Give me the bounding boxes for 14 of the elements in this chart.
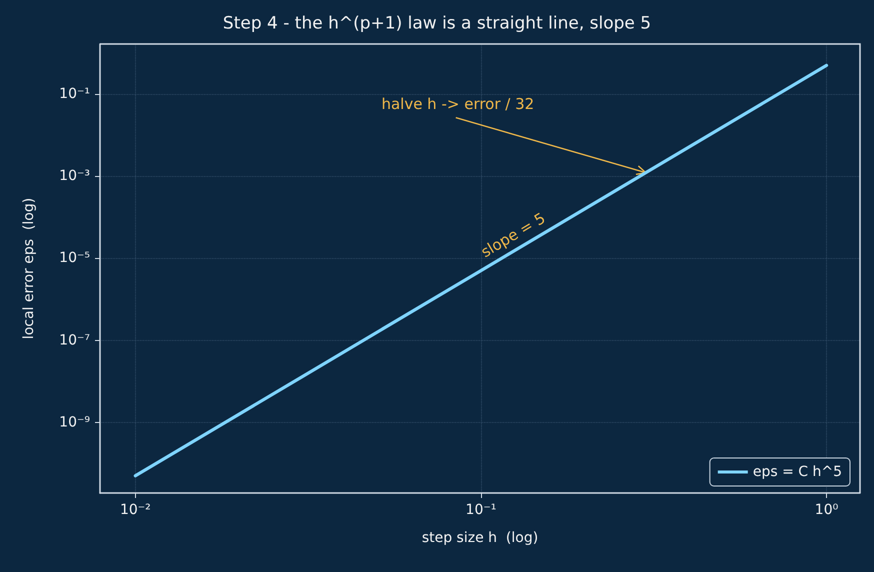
y-tick-label: 10⁻³ xyxy=(59,168,90,184)
y-tick-label: 10⁻⁹ xyxy=(59,414,90,430)
chart-title: Step 4 - the h^(p+1) law is a straight line, slope 5 xyxy=(222,14,652,34)
legend-label: eps = C h^5 xyxy=(752,464,842,480)
x-axis-title: step size h (log) xyxy=(422,530,538,546)
y-tick-label: 10⁻¹ xyxy=(59,86,90,102)
y-tick-label: 10⁻⁷ xyxy=(59,332,90,348)
y-axis-title: local error eps (log) xyxy=(21,198,37,340)
annotation: slope = 5 xyxy=(478,209,549,262)
annotation: halve h -> error / 32 xyxy=(381,95,534,114)
x-tick-label: 10⁻² xyxy=(120,502,151,518)
x-tick-label: 10⁰ xyxy=(814,502,839,518)
x-tick-label: 10⁻¹ xyxy=(466,502,496,518)
y-tick-label: 10⁻⁵ xyxy=(59,250,90,266)
